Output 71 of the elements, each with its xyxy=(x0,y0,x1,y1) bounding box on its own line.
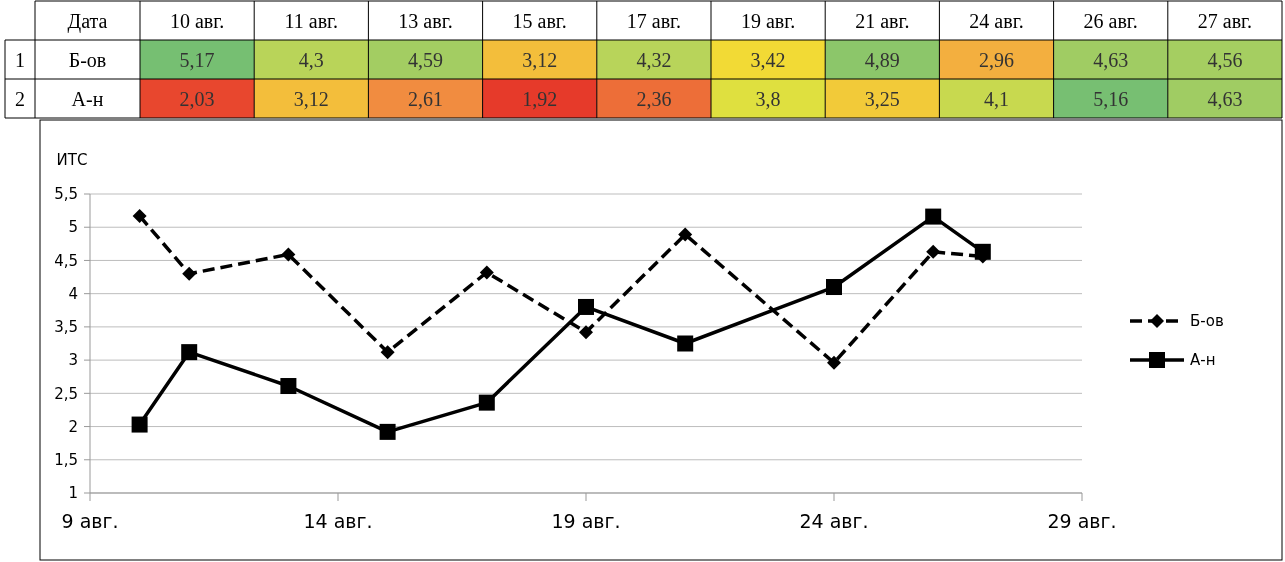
data-label: 4,56 xyxy=(1207,48,1243,71)
y-tick-label: 3 xyxy=(68,351,78,370)
y-tick-label: 5,5 xyxy=(54,185,78,204)
point xyxy=(578,298,594,315)
point xyxy=(181,344,198,361)
point xyxy=(182,266,197,281)
point xyxy=(131,416,148,433)
y-tick-label: 3,5 xyxy=(54,318,78,337)
point xyxy=(677,335,694,352)
x-tick-label: 15 авг. xyxy=(512,9,567,32)
data-label: 5,16 xyxy=(1093,87,1129,110)
data-label: 4,59 xyxy=(408,48,443,71)
point xyxy=(579,325,593,340)
x-axis-title: Дата xyxy=(67,9,108,33)
x-tick-label: 9 авг. xyxy=(61,510,119,532)
y-tick-label: 1,5 xyxy=(54,451,78,470)
point xyxy=(678,227,693,242)
point xyxy=(379,423,396,440)
x-tick-label: 13 авг. xyxy=(398,9,453,32)
point xyxy=(280,378,297,395)
point xyxy=(281,247,296,262)
y-tick-label: 4 xyxy=(68,284,78,303)
x-tick-label: 26 авг. xyxy=(1083,9,1138,32)
data-label: 2,96 xyxy=(979,48,1014,71)
x-tick-label: 11 авг. xyxy=(284,9,339,32)
y-tick-label: 2,5 xyxy=(54,384,78,403)
y-tick-label: 1 xyxy=(15,48,25,71)
y-tick-label: 2 xyxy=(15,87,25,110)
data-label: 4,1 xyxy=(984,87,1009,110)
y-tick-label: 5 xyxy=(68,218,78,237)
point xyxy=(479,265,494,280)
y-axis-title: ИТС xyxy=(56,151,88,169)
data-label: 2,36 xyxy=(636,87,672,110)
data-label: 2,61 xyxy=(408,87,443,110)
y-tick-label: 2 xyxy=(68,417,78,436)
point xyxy=(827,355,841,370)
x-tick-label: 14 авг. xyxy=(303,510,373,532)
y-tick-label: 1 xyxy=(68,484,78,503)
x-tick-label: 19 авг. xyxy=(740,9,796,32)
y2-tick-label: А-н xyxy=(71,87,104,110)
data-label: 3,12 xyxy=(522,48,558,71)
data-label: 3,42 xyxy=(750,48,786,71)
data-label: 4,63 xyxy=(1207,87,1243,110)
point xyxy=(925,208,942,225)
x-tick-label: 21 авг. xyxy=(855,9,910,32)
y-tick-label: 4,5 xyxy=(54,251,78,270)
x-tick-label: 10 авг. xyxy=(169,9,225,32)
data-label: 2,03 xyxy=(179,87,215,110)
point xyxy=(478,394,495,411)
point xyxy=(380,345,395,360)
y2-tick-label: Б-ов xyxy=(68,48,107,71)
data-label: 4,89 xyxy=(864,48,900,71)
data-label: 4,63 xyxy=(1093,48,1129,71)
x-tick-label: 19 авг. xyxy=(551,510,621,532)
data-label: 3,8 xyxy=(755,87,781,110)
x-tick-label: 17 авг. xyxy=(626,9,682,32)
data-label: 5,17 xyxy=(179,48,215,71)
x-tick-label: 24 авг. xyxy=(969,9,1024,32)
data-label: 3,12 xyxy=(293,87,329,110)
data-label: 1,92 xyxy=(522,87,558,110)
x-tick-label: 27 авг. xyxy=(1197,9,1253,32)
x-tick-label: 24 авг. xyxy=(799,510,869,532)
legend-label: А-н xyxy=(1190,351,1216,370)
x-tick-label: 29 авг. xyxy=(1047,510,1117,532)
data-label: 4,3 xyxy=(298,48,324,71)
data-label: 3,25 xyxy=(864,87,900,110)
legend-label: Б-ов xyxy=(1190,312,1224,331)
data-label: 4,32 xyxy=(636,48,672,71)
point xyxy=(132,208,147,223)
point xyxy=(826,279,842,296)
point xyxy=(926,244,941,259)
